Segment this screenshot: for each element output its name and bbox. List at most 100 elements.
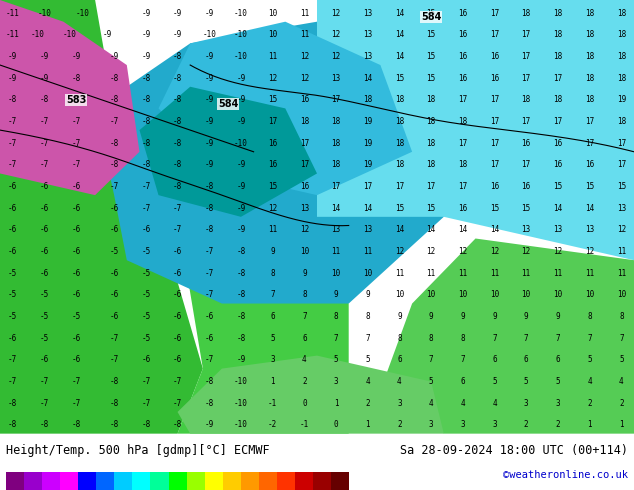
Text: 18: 18 [427, 139, 436, 147]
Text: -6: -6 [72, 182, 81, 191]
Text: 13: 13 [363, 30, 372, 39]
Text: -9: -9 [236, 225, 245, 234]
Text: -7: -7 [8, 160, 17, 169]
Text: 0: 0 [333, 420, 339, 429]
Text: 9: 9 [524, 312, 529, 321]
Text: 11: 11 [458, 269, 467, 278]
Text: -10: -10 [63, 30, 77, 39]
Text: -5: -5 [141, 247, 150, 256]
Text: 15: 15 [268, 182, 277, 191]
Text: -8: -8 [141, 160, 150, 169]
Text: 17: 17 [427, 182, 436, 191]
Text: -6: -6 [40, 182, 49, 191]
Text: 17: 17 [363, 182, 372, 191]
Text: 17: 17 [585, 117, 594, 126]
Text: -6: -6 [8, 204, 17, 213]
Text: 18: 18 [617, 117, 626, 126]
Text: 16: 16 [458, 52, 467, 61]
Text: -6: -6 [110, 204, 119, 213]
Bar [169, 472, 186, 490]
Text: 14: 14 [395, 30, 404, 39]
Text: -6: -6 [173, 355, 182, 365]
Text: 16: 16 [490, 74, 499, 82]
Text: 18: 18 [427, 117, 436, 126]
Text: -5: -5 [72, 312, 81, 321]
Text: 7: 7 [524, 334, 529, 343]
Text: -10: -10 [234, 377, 248, 386]
Text: -9: -9 [8, 52, 17, 61]
Polygon shape [95, 22, 444, 304]
Text: -6: -6 [72, 204, 81, 213]
Bar [24, 472, 42, 490]
Text: 7: 7 [460, 355, 465, 365]
Text: 16: 16 [268, 160, 277, 169]
Text: 17: 17 [522, 52, 531, 61]
Text: -5: -5 [8, 291, 17, 299]
Text: 15: 15 [427, 30, 436, 39]
Text: 12: 12 [332, 8, 340, 18]
Text: 2: 2 [302, 377, 307, 386]
Text: 8: 8 [333, 312, 339, 321]
Text: -6: -6 [205, 312, 214, 321]
Text: 13: 13 [363, 8, 372, 18]
Text: 17: 17 [553, 74, 562, 82]
Text: -10: -10 [234, 399, 248, 408]
Text: 18: 18 [585, 52, 594, 61]
Text: 16: 16 [553, 160, 562, 169]
Text: 14: 14 [332, 204, 340, 213]
Text: 11: 11 [268, 225, 277, 234]
Text: 10: 10 [427, 291, 436, 299]
Text: -9: -9 [141, 30, 150, 39]
Text: 9: 9 [302, 269, 307, 278]
Text: -5: -5 [40, 291, 49, 299]
Text: 12: 12 [300, 225, 309, 234]
Text: 5: 5 [587, 355, 592, 365]
Polygon shape [317, 0, 634, 260]
Polygon shape [0, 0, 139, 195]
Text: 18: 18 [395, 160, 404, 169]
Text: -8: -8 [173, 139, 182, 147]
Text: -10: -10 [75, 8, 89, 18]
Text: 0: 0 [302, 399, 307, 408]
Bar [223, 472, 240, 490]
Bar [295, 472, 313, 490]
Text: -8: -8 [173, 117, 182, 126]
Text: 18: 18 [332, 117, 340, 126]
Text: -9: -9 [236, 160, 245, 169]
Text: 11: 11 [363, 247, 372, 256]
Text: -9: -9 [110, 52, 119, 61]
Text: -8: -8 [141, 95, 150, 104]
Text: 14: 14 [490, 225, 499, 234]
Text: 14: 14 [553, 204, 562, 213]
Text: 584: 584 [421, 12, 441, 23]
Bar [276, 472, 295, 490]
Text: -9: -9 [40, 52, 49, 61]
Text: -8: -8 [236, 334, 245, 343]
Text: -7: -7 [173, 225, 182, 234]
Text: -7: -7 [72, 160, 81, 169]
Text: -8: -8 [8, 399, 17, 408]
Text: 14: 14 [395, 52, 404, 61]
Text: 10: 10 [522, 291, 531, 299]
Text: -6: -6 [110, 269, 119, 278]
Text: 4: 4 [397, 377, 402, 386]
Text: 18: 18 [553, 95, 562, 104]
Text: 7: 7 [270, 291, 275, 299]
Bar [42, 472, 60, 490]
Text: 16: 16 [490, 182, 499, 191]
Text: -7: -7 [141, 399, 150, 408]
Text: 18: 18 [522, 8, 531, 18]
Text: 17: 17 [458, 182, 467, 191]
Text: -6: -6 [141, 355, 150, 365]
Text: 8: 8 [429, 334, 434, 343]
Text: 19: 19 [617, 95, 626, 104]
Text: 18: 18 [363, 95, 372, 104]
Text: 2: 2 [555, 420, 560, 429]
Text: 7: 7 [429, 355, 434, 365]
Text: -8: -8 [110, 160, 119, 169]
Text: 8: 8 [397, 334, 402, 343]
Text: 12: 12 [300, 74, 309, 82]
Text: -5: -5 [110, 247, 119, 256]
Text: 17: 17 [490, 139, 499, 147]
Text: Sa 28-09-2024 18:00 UTC (00+114): Sa 28-09-2024 18:00 UTC (00+114) [399, 444, 628, 457]
